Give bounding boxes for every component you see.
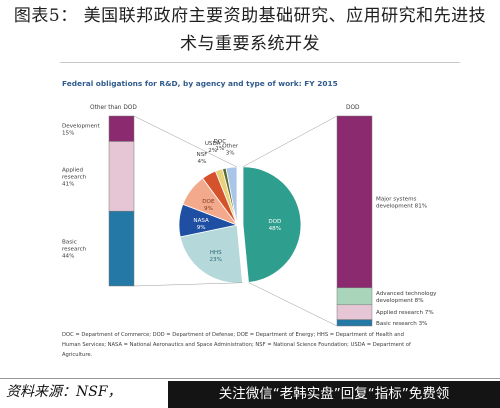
right-bar-label: Applied research 7%: [376, 310, 434, 316]
pie-slice-label: HHS 23%: [209, 250, 222, 263]
pie-slice-label: USDA 2%: [205, 141, 221, 154]
left-bar-segment: [108, 210, 135, 287]
chart: Federal obligations for R&D, by agency a…: [62, 79, 437, 358]
right-stacked-bar: DOD Major systems development 81% Advanced …: [336, 105, 437, 327]
pie-slice-label: DOC 1%: [214, 139, 227, 152]
connector-line: [248, 282, 338, 327]
right-bar-label: Basic research 3%: [376, 321, 427, 327]
connector-line: [133, 115, 238, 168]
chart-footnote: DOC = Department of Commerce; DOD = Depa…: [62, 332, 411, 358]
connector-line: [242, 115, 338, 167]
pie-chart: [178, 166, 302, 284]
connector-line: [133, 282, 243, 287]
footnote-line: DOC = Department of Commerce; DOD = Depa…: [62, 332, 404, 338]
pie-slice-label: DOD 48%: [268, 219, 281, 232]
pie-slice-label: DOE 9%: [202, 199, 215, 212]
right-bar-title: DOD: [346, 105, 360, 111]
right-bar-segment: [336, 304, 373, 320]
connector-lines: [133, 115, 338, 327]
promo-banner: 关注微信“老韩实盘”回复“指标”免费领: [168, 381, 500, 408]
source-note: 资料来源：NSF，: [6, 384, 122, 400]
pie-slice-label: NASA 9%: [193, 218, 209, 231]
left-bar-label: Basic research 44%: [62, 240, 87, 260]
top-divider: [60, 62, 460, 63]
left-bar-segment: [108, 115, 135, 142]
footnote-line: Human Services; NASA = National Aeronaut…: [62, 342, 411, 348]
bottom-divider: [0, 378, 500, 379]
footnote-line: Agriculture.: [62, 352, 93, 358]
pie-labels: DOD 48% HHS 23% NASA 9% DOE 9% NSF 4%USDA 2%DOC 1%O…: [193, 139, 281, 263]
right-bar-label: Major systems development 81%: [376, 196, 427, 209]
left-bar-label: Applied research 41%: [62, 167, 87, 187]
left-stacked-bar: Other than DOD Development 15% Applied resea…: [62, 105, 137, 287]
left-bar-segment: [108, 141, 135, 212]
pie-slice: [242, 166, 302, 283]
pie-slice-label: Other 3%: [222, 143, 239, 156]
left-bar-label: Development 15%: [62, 123, 100, 136]
chart-title: Federal obligations for R&D, by agency a…: [62, 79, 338, 88]
right-bar-segment: [336, 287, 373, 306]
pie-slice-label: NSF 4%: [197, 152, 208, 165]
right-bar-segment: [336, 115, 373, 289]
left-bar-title: Other than DOD: [90, 105, 137, 111]
right-bar-segment: [336, 319, 373, 327]
figure-title: 图表5： 美国联邦政府主要资助基础研究、应用研究和先进技术与重要系统开发: [13, 6, 487, 54]
right-bar-label: Advanced technology development 8%: [376, 291, 437, 304]
